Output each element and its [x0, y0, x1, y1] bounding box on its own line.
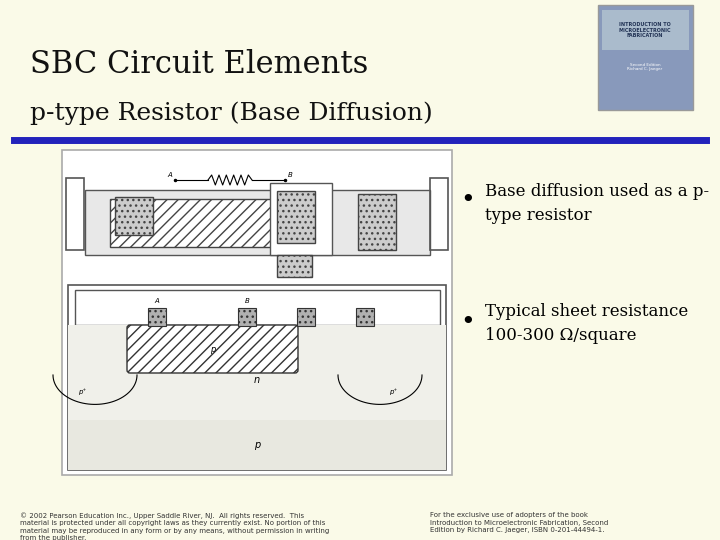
Text: B: B — [288, 172, 293, 178]
Bar — [62, 150, 452, 475]
Text: For the exclusive use of adopters of the book
Introduction to Microelectronic Fa: For the exclusive use of adopters of the… — [430, 512, 608, 533]
Text: n: n — [254, 375, 260, 385]
Bar — [115, 197, 153, 235]
Bar — [602, 10, 689, 50]
Bar — [68, 325, 446, 420]
Bar — [430, 178, 448, 250]
Text: A: A — [155, 298, 159, 304]
Text: B: B — [245, 298, 249, 304]
Text: INTRODUCTION TO
MICROELECTRONIC
FABRICATION: INTRODUCTION TO MICROELECTRONIC FABRICAT… — [618, 22, 671, 38]
Bar — [85, 190, 430, 255]
Bar — [68, 285, 446, 470]
Text: p: p — [254, 440, 260, 450]
Text: © 2002 Pearson Education Inc., Upper Saddle River, NJ.  All rights reserved.  Th: © 2002 Pearson Education Inc., Upper Sad… — [20, 512, 329, 540]
Text: Typical sheet resistance: Typical sheet resistance — [485, 303, 688, 321]
Bar — [277, 191, 315, 243]
Bar — [356, 308, 374, 326]
Text: p⁺: p⁺ — [389, 389, 397, 395]
Bar — [75, 290, 440, 325]
Text: p⁺: p⁺ — [78, 389, 86, 395]
Text: SBC Circuit Elements: SBC Circuit Elements — [30, 49, 369, 80]
Text: Base diffusion used as a p-: Base diffusion used as a p- — [485, 184, 709, 200]
Bar — [238, 308, 256, 326]
Text: •: • — [460, 310, 474, 334]
Text: p-type Resistor (Base Diffusion): p-type Resistor (Base Diffusion) — [30, 102, 433, 125]
Text: type resistor: type resistor — [485, 207, 592, 225]
Bar — [66, 178, 84, 250]
Bar — [68, 420, 446, 470]
Bar — [358, 194, 396, 250]
Text: •: • — [460, 188, 474, 212]
Bar — [110, 199, 295, 247]
Text: p: p — [210, 346, 216, 354]
Text: 100-300 Ω/square: 100-300 Ω/square — [485, 327, 636, 343]
Bar — [277, 255, 312, 277]
Bar — [270, 183, 332, 255]
Text: Second Edition
Richard C. Jaeger: Second Edition Richard C. Jaeger — [627, 63, 662, 71]
Bar — [297, 308, 315, 326]
Text: A: A — [167, 172, 172, 178]
FancyBboxPatch shape — [127, 325, 298, 373]
Bar — [598, 5, 693, 110]
Bar — [148, 308, 166, 326]
